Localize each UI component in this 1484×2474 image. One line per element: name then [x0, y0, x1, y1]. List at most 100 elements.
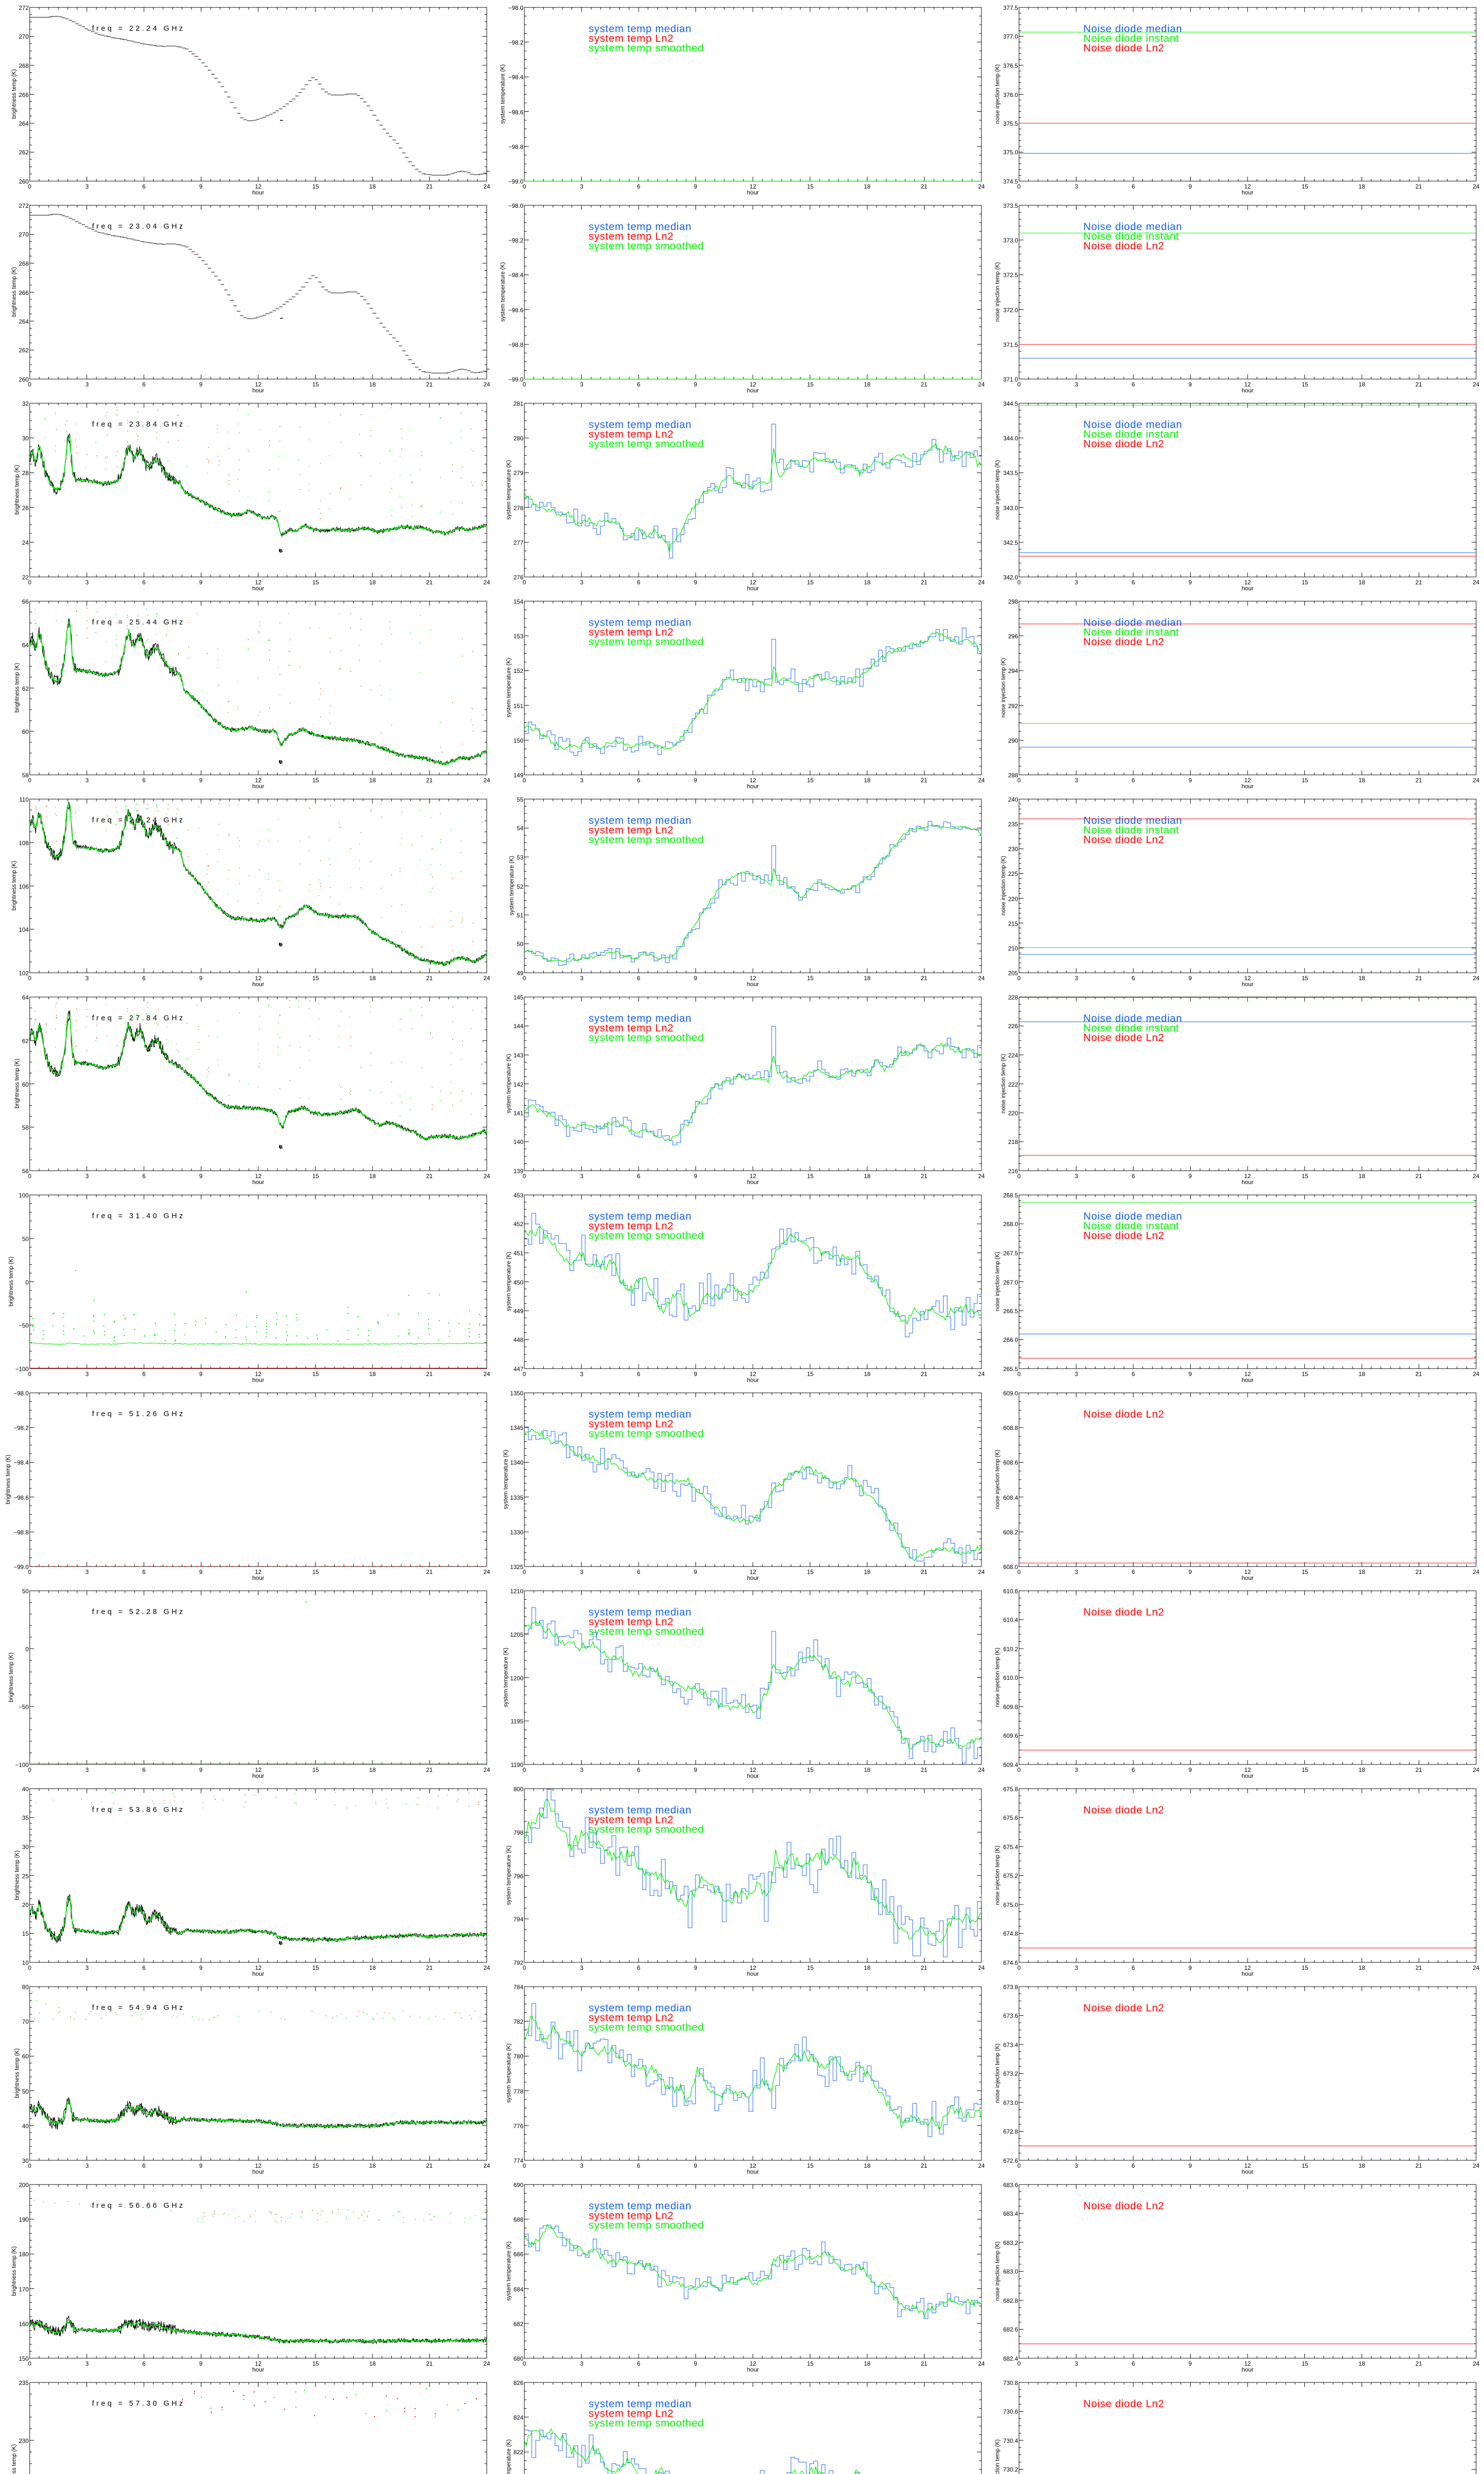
svg-text:system temp Ln2: system temp Ln2 [589, 2408, 674, 2420]
svg-text:3: 3 [86, 975, 89, 982]
svg-text:60: 60 [22, 1081, 29, 1088]
svg-text:50: 50 [22, 2088, 29, 2095]
svg-text:15: 15 [807, 183, 814, 190]
svg-text:21: 21 [426, 381, 433, 388]
svg-text:0: 0 [1018, 1569, 1021, 1575]
svg-text:hour: hour [747, 1179, 759, 1186]
svg-text:system temp median: system temp median [589, 1013, 692, 1024]
svg-text:9: 9 [694, 1964, 697, 1971]
svg-text:−50: −50 [19, 1704, 29, 1711]
svg-text:21: 21 [921, 2162, 928, 2169]
svg-text:139: 139 [513, 1168, 523, 1175]
svg-text:6: 6 [142, 1371, 146, 1378]
svg-text:18: 18 [864, 777, 871, 784]
svg-text:system temp median: system temp median [589, 1607, 692, 1618]
svg-text:49: 49 [517, 970, 524, 977]
svg-text:hour: hour [252, 1179, 264, 1186]
svg-text:freq = 31.40 GHz: freq = 31.40 GHz [92, 1212, 185, 1220]
svg-text:216: 216 [1008, 1168, 1018, 1175]
svg-text:Noise diode Ln2: Noise diode Ln2 [1083, 2200, 1164, 2212]
svg-text:12: 12 [1244, 1173, 1251, 1180]
svg-text:141: 141 [513, 1110, 523, 1117]
svg-text:Noise diode Ln2: Noise diode Ln2 [1083, 1032, 1164, 1044]
svg-text:system temp smoothed: system temp smoothed [589, 834, 704, 846]
svg-text:brightness temp (K): brightness temp (K) [14, 1059, 20, 1109]
svg-text:372.0: 372.0 [1003, 307, 1018, 314]
svg-text:hour: hour [252, 189, 264, 196]
svg-text:70: 70 [22, 2018, 29, 2025]
svg-text:104: 104 [19, 926, 29, 933]
svg-text:15: 15 [312, 1964, 319, 1971]
svg-text:Noise diode median: Noise diode median [1083, 23, 1182, 35]
svg-text:6: 6 [142, 975, 146, 982]
svg-text:683.2: 683.2 [1003, 2239, 1018, 2246]
svg-text:system temp smoothed: system temp smoothed [589, 438, 704, 450]
svg-text:3: 3 [86, 1371, 89, 1378]
svg-text:system temp median: system temp median [589, 617, 692, 628]
svg-text:1325: 1325 [510, 1564, 523, 1570]
svg-text:24: 24 [978, 183, 985, 190]
svg-text:12: 12 [255, 1569, 262, 1575]
svg-text:24: 24 [978, 381, 985, 388]
svg-text:144: 144 [513, 1023, 523, 1030]
svg-text:noise injection temp (K): noise injection temp (K) [995, 2241, 1001, 2301]
svg-text:371.0: 371.0 [1003, 376, 1018, 383]
svg-text:152: 152 [513, 667, 523, 674]
svg-text:200: 200 [19, 2182, 29, 2189]
svg-text:18: 18 [1358, 183, 1365, 190]
svg-text:688: 688 [513, 2216, 523, 2223]
svg-text:noise injection temp (K): noise injection temp (K) [995, 1846, 1001, 1905]
svg-text:3: 3 [86, 1173, 89, 1180]
svg-text:system temp Ln2: system temp Ln2 [589, 2012, 674, 2024]
svg-text:220: 220 [1008, 896, 1018, 903]
svg-text:18: 18 [369, 2162, 376, 2169]
svg-text:143: 143 [513, 1052, 523, 1059]
svg-text:3: 3 [580, 777, 584, 784]
svg-text:778: 778 [513, 2088, 523, 2095]
svg-text:system temp Ln2: system temp Ln2 [589, 2210, 674, 2222]
svg-text:Noise diode Ln2: Noise diode Ln2 [1083, 2002, 1164, 2014]
svg-text:system temp median: system temp median [589, 815, 692, 826]
svg-text:Noise diode median: Noise diode median [1083, 1211, 1182, 1222]
svg-text:freq = 51.26 GHz: freq = 51.26 GHz [92, 1410, 185, 1418]
svg-text:−98.0: −98.0 [509, 4, 524, 11]
svg-text:6: 6 [637, 777, 641, 784]
svg-text:noise injection temp (K): noise injection temp (K) [995, 2044, 1001, 2103]
svg-text:682.6: 682.6 [1003, 2326, 1018, 2333]
svg-text:15: 15 [807, 1964, 814, 1971]
svg-text:system temperature (K): system temperature (K) [500, 262, 506, 322]
svg-text:12: 12 [749, 2162, 756, 2169]
svg-text:6: 6 [1132, 579, 1135, 586]
svg-text:15: 15 [312, 1173, 319, 1180]
svg-text:673.8: 673.8 [1003, 1984, 1018, 1991]
svg-text:264: 264 [19, 120, 29, 127]
svg-text:3: 3 [580, 975, 584, 982]
svg-text:brightness temp (K): brightness temp (K) [14, 663, 20, 713]
svg-text:21: 21 [921, 579, 928, 586]
svg-text:3: 3 [580, 1371, 584, 1378]
svg-text:9: 9 [199, 183, 203, 190]
svg-text:3: 3 [86, 183, 89, 190]
svg-text:24: 24 [1473, 1766, 1480, 1773]
svg-text:system temp smoothed: system temp smoothed [589, 2022, 704, 2033]
svg-text:0: 0 [28, 2162, 32, 2169]
svg-text:system temp smoothed: system temp smoothed [589, 240, 704, 252]
svg-text:noise injection temp (K): noise injection temp (K) [995, 1648, 1001, 1707]
svg-text:0: 0 [28, 1766, 32, 1773]
svg-text:system temp median: system temp median [589, 23, 692, 35]
svg-text:56: 56 [22, 1168, 29, 1175]
svg-text:24: 24 [978, 2162, 985, 2169]
svg-text:60: 60 [22, 2053, 29, 2060]
svg-text:system temp smoothed: system temp smoothed [589, 1626, 704, 1637]
svg-text:210: 210 [1008, 945, 1018, 952]
svg-text:3: 3 [580, 1964, 584, 1971]
svg-text:12: 12 [255, 2360, 262, 2367]
svg-text:9: 9 [694, 579, 697, 586]
svg-text:674.6: 674.6 [1003, 1959, 1018, 1966]
svg-text:18: 18 [1358, 381, 1365, 388]
svg-text:6: 6 [1132, 1964, 1135, 1971]
svg-text:freq = 56.66 GHz: freq = 56.66 GHz [92, 2201, 185, 2210]
svg-text:system temperature (K): system temperature (K) [506, 460, 512, 520]
svg-text:system temperature (K): system temperature (K) [506, 1846, 512, 1905]
svg-text:21: 21 [426, 1173, 433, 1180]
